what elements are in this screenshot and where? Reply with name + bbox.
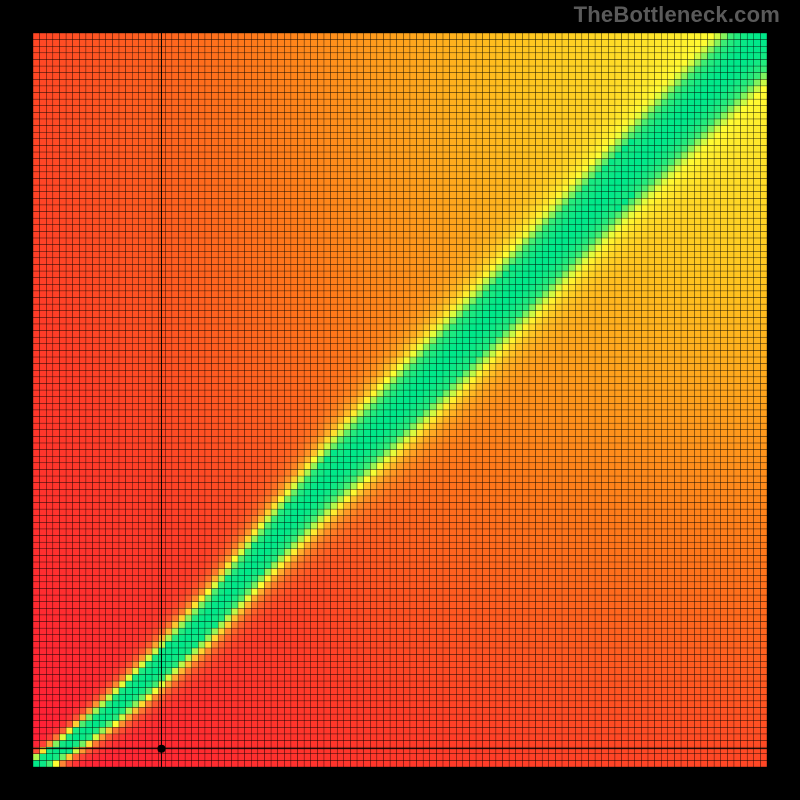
bottleneck-heatmap [0,0,800,800]
root: { "attribution": { "text": "TheBottlenec… [0,0,800,800]
attribution-text: TheBottleneck.com [574,2,780,28]
